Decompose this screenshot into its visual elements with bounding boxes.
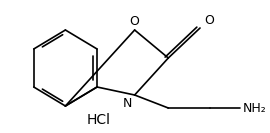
Text: N: N <box>123 97 132 110</box>
Text: O: O <box>204 14 214 27</box>
Text: O: O <box>130 15 140 28</box>
Text: HCl: HCl <box>87 113 111 127</box>
Text: NH₂: NH₂ <box>243 101 267 115</box>
